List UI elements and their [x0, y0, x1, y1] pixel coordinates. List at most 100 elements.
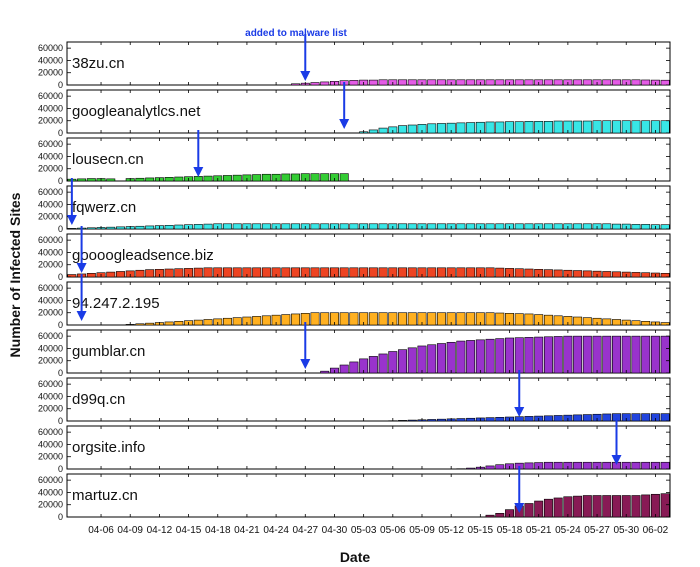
bar [514, 268, 524, 278]
bar [612, 79, 621, 86]
bar [388, 351, 398, 374]
bar [641, 461, 651, 470]
bar [650, 335, 660, 374]
bar [582, 461, 592, 470]
bar [485, 79, 495, 86]
panel-frame [66, 41, 671, 86]
bar [660, 224, 670, 230]
bar [407, 223, 417, 230]
y-tick-label: 60000 [38, 187, 63, 197]
bar [553, 461, 563, 470]
bar [407, 267, 417, 278]
bar [573, 223, 583, 230]
panel-frame [66, 377, 671, 422]
panel-1: 0 20000 40000 60000 googleanalytlcs.net [38, 89, 671, 138]
bar [660, 493, 670, 518]
bar [398, 349, 408, 374]
y-tick-label: 60000 [38, 379, 63, 389]
bar [174, 176, 184, 182]
y-tick-label: 40000 [38, 391, 63, 401]
bar [291, 267, 301, 278]
bar [466, 467, 476, 470]
bar [650, 493, 660, 518]
bar [524, 337, 534, 374]
y-tick-label: 20000 [38, 308, 63, 318]
bar [378, 223, 388, 230]
y-tick-label: 40000 [38, 487, 63, 497]
bar [310, 82, 320, 86]
y-tick-label: 20000 [38, 452, 63, 462]
bar [660, 273, 670, 278]
bar [524, 223, 534, 230]
bar [164, 268, 174, 278]
y-tick-label: 20000 [38, 356, 63, 366]
bar [602, 271, 612, 278]
bar [553, 415, 563, 422]
malware-list-arrowhead [300, 359, 311, 369]
bar [543, 79, 553, 86]
bar [641, 413, 651, 422]
bar [378, 267, 388, 278]
panel-7: 0 20000 40000 60000 d99q.cn [38, 377, 671, 426]
bar [232, 317, 242, 326]
x-tick-label: 05-24 [555, 525, 581, 536]
bar [563, 496, 573, 518]
panel-0: 0 20000 40000 60000 38zu.cn [38, 41, 671, 90]
malware-list-arrowhead [76, 311, 87, 321]
bar [368, 312, 378, 326]
bar [398, 312, 408, 326]
series-name-label: gumblar.cn [72, 343, 145, 360]
bar [77, 178, 87, 182]
bar [660, 413, 670, 422]
bar [193, 319, 203, 326]
y-tick-label: 0 [58, 512, 63, 522]
bar [514, 223, 524, 230]
x-tick-label: 05-09 [409, 525, 435, 536]
bar [427, 344, 437, 374]
bar [252, 223, 262, 230]
bar [524, 121, 534, 134]
x-tick-label: 04-15 [176, 525, 202, 536]
bar [514, 313, 524, 326]
bar [232, 223, 242, 230]
bar [193, 224, 203, 230]
bar [631, 495, 641, 518]
bar [427, 312, 437, 326]
bar [86, 227, 96, 230]
bar [485, 267, 495, 278]
bar [86, 178, 96, 182]
bar [456, 418, 466, 422]
y-tick-label: 0 [58, 224, 63, 234]
bar [514, 79, 524, 86]
bar [320, 81, 330, 86]
series-name-label: 94.247.2.195 [72, 295, 160, 312]
bar [436, 418, 446, 422]
y-tick-label: 20000 [38, 404, 63, 414]
malware-list-arrowhead [300, 71, 311, 81]
bar [320, 312, 330, 326]
bar [349, 312, 359, 326]
x-tick-label: 05-15 [468, 525, 494, 536]
bar [320, 173, 330, 182]
malware-list-arrowhead [611, 455, 622, 465]
bar [495, 338, 505, 374]
bar [368, 223, 378, 230]
panel-frame [66, 137, 671, 182]
x-tick-label: 04-12 [147, 525, 173, 536]
x-tick-label: 04-06 [88, 525, 114, 536]
bar [514, 416, 524, 422]
x-tick-label: 05-18 [497, 525, 523, 536]
bar [378, 127, 388, 134]
bar [641, 494, 651, 518]
bar [495, 312, 505, 326]
y-tick-label: 20000 [38, 68, 63, 78]
bar [602, 79, 612, 86]
bar [349, 223, 359, 230]
bar [222, 223, 232, 230]
bar [320, 267, 330, 278]
bar [495, 223, 505, 230]
bar [602, 318, 612, 326]
bar [631, 413, 641, 422]
bar [310, 223, 320, 230]
y-tick-label: 60000 [38, 283, 63, 293]
